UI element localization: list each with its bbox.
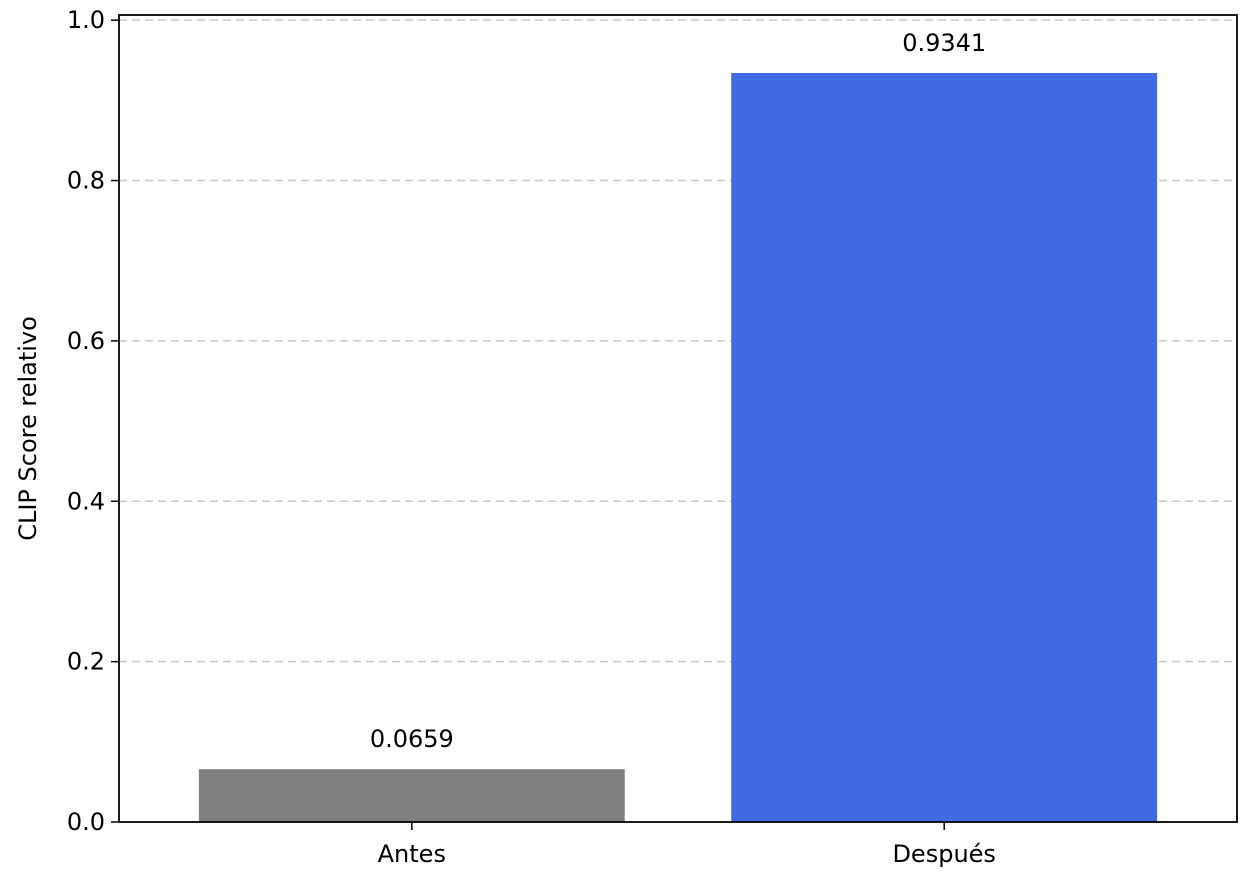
y-axis-ticks: 0.0 0.2 0.4 0.6 0.8 1.0: [67, 6, 119, 836]
y-tick-label: 0.2: [67, 648, 105, 676]
x-tick-label: Antes: [378, 840, 446, 868]
y-tick-label: 0.8: [67, 167, 105, 195]
x-axis-ticks: Antes Después: [378, 822, 996, 868]
x-tick-label: Después: [892, 840, 995, 868]
y-axis-label: CLIP Score relativo: [14, 316, 42, 541]
y-tick-label: 0.0: [67, 808, 105, 836]
bar-value-label: 0.9341: [902, 29, 986, 57]
bar-value-labels: 0.0659 0.9341: [370, 29, 986, 753]
y-tick-label: 0.6: [67, 327, 105, 355]
y-tick-label: 0.4: [67, 487, 105, 515]
bar-value-label: 0.0659: [370, 725, 454, 753]
gridlines: [119, 19, 1237, 663]
y-tick-label: 1.0: [67, 6, 105, 34]
bar-despu-s: [731, 73, 1158, 823]
plot-area-frame: [118, 14, 1238, 823]
bars: [198, 73, 1158, 823]
bar-antes: [198, 769, 625, 822]
